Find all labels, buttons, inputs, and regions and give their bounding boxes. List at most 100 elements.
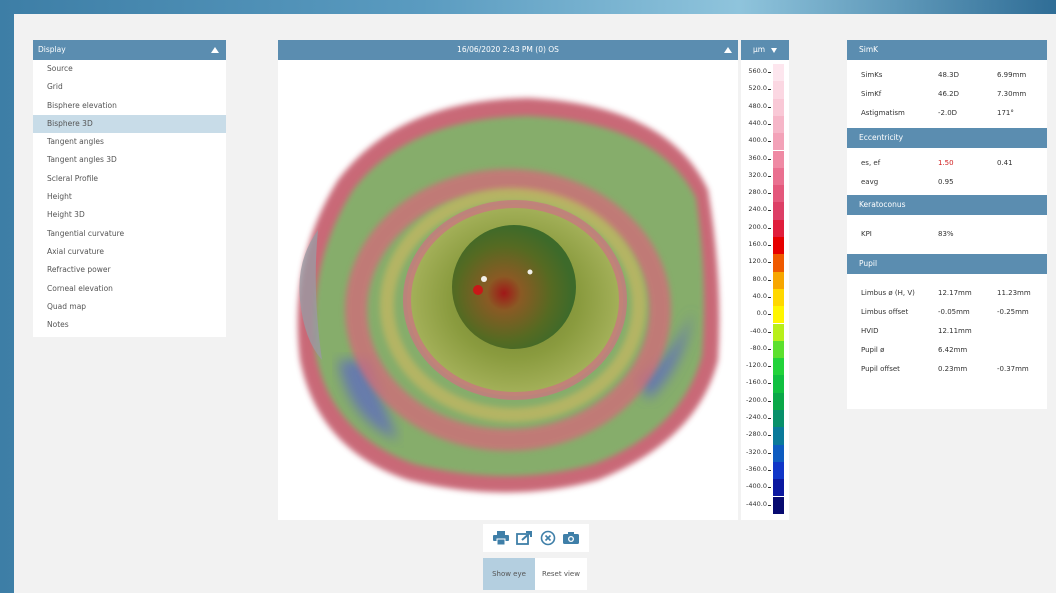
scale-tick-label: 280.0 bbox=[748, 188, 767, 197]
scale-tick-label: 560.0 bbox=[748, 67, 767, 75]
scale-row: 360.0 bbox=[741, 150, 789, 168]
scale-tick-mark bbox=[768, 504, 771, 506]
display-menu-item[interactable]: Bisphere 3D bbox=[33, 114, 226, 134]
chevron-down-icon[interactable] bbox=[771, 48, 777, 53]
app-window: Display Source Grid Bisphere elevation Bisp… bbox=[14, 14, 1056, 593]
keratoconus-row: KPI 83% bbox=[847, 225, 1047, 244]
display-menu-item[interactable]: Notes bbox=[47, 320, 69, 330]
pupil-table: Limbus ø (H, V) 12.17mm 11.23mm Limbus offs… bbox=[847, 274, 1047, 379]
keratoconus-header: Keratoconus bbox=[847, 195, 1047, 215]
blue-zone-right bbox=[638, 310, 693, 400]
display-menu-item[interactable]: Tangent angles bbox=[47, 137, 104, 147]
scale-tick-mark bbox=[768, 123, 771, 125]
display-panel-header[interactable]: Display bbox=[33, 40, 226, 60]
scale-tick-mark bbox=[768, 348, 771, 350]
display-menu-item[interactable]: Axial curvature bbox=[47, 246, 104, 256]
display-menu-item[interactable]: Scleral Profile bbox=[47, 173, 99, 183]
scale-tick-mark bbox=[768, 72, 771, 73]
scale-tick-mark bbox=[768, 366, 771, 368]
scale-row: 120.0 bbox=[741, 254, 789, 272]
scale-row: -200.0 bbox=[741, 392, 789, 410]
scale-color-swatch bbox=[773, 64, 784, 82]
limbus-yellow-ring bbox=[380, 188, 646, 422]
close-circle-icon[interactable] bbox=[539, 529, 557, 547]
camera-icon[interactable] bbox=[562, 529, 580, 547]
pupil-label: HVID bbox=[861, 327, 879, 335]
scale-row: 440.0 bbox=[741, 115, 789, 134]
scale-color-swatch bbox=[773, 202, 784, 220]
scale-row: 80.0 bbox=[741, 271, 789, 289]
scale-header[interactable]: µm bbox=[741, 40, 789, 60]
scale-row: 160.0 bbox=[741, 237, 789, 255]
show-eye-button[interactable]: Show eye bbox=[483, 558, 535, 590]
display-menu-item[interactable]: Source bbox=[47, 64, 73, 73]
printer-icon[interactable] bbox=[492, 529, 510, 547]
reset-view-button[interactable]: Reset view bbox=[535, 558, 587, 590]
pupil-value: -0.25mm bbox=[997, 308, 1029, 316]
simk-label: SimKs bbox=[861, 71, 883, 79]
scale-tick-label: 520.0 bbox=[748, 84, 767, 93]
collapse-up-icon[interactable] bbox=[724, 47, 732, 53]
scale-color-swatch bbox=[773, 219, 784, 237]
scale-tick-label: -440.0 bbox=[746, 499, 767, 508]
simk-header: SimK bbox=[847, 40, 1047, 60]
simk-value: 7.30mm bbox=[997, 90, 1027, 98]
scale-color-swatch bbox=[773, 461, 784, 480]
eccentricity-value: 0.41 bbox=[997, 159, 1013, 167]
limbus-red-ring bbox=[345, 169, 671, 451]
eccentricity-value: 1.50 bbox=[938, 159, 954, 167]
scale-row: 480.0 bbox=[741, 98, 789, 116]
scale-tick-mark bbox=[768, 227, 771, 229]
scale-tick-mark bbox=[768, 106, 771, 108]
scale-tick-label: 0.0 bbox=[756, 309, 767, 318]
pupil-row: Pupil ø 6.42mm bbox=[847, 341, 1047, 360]
view-buttons: Show eye Reset view bbox=[483, 558, 587, 590]
scale-tick-mark bbox=[768, 158, 771, 160]
pupil-value: 11.23mm bbox=[997, 289, 1031, 297]
scale-tick-mark bbox=[768, 141, 771, 143]
simk-value: 46.2D bbox=[938, 90, 959, 98]
simk-label: Astigmatism bbox=[861, 109, 905, 117]
scale-color-swatch bbox=[773, 115, 784, 134]
scale-row: 40.0 bbox=[741, 288, 789, 307]
display-menu-item[interactable]: Grid bbox=[47, 82, 63, 92]
display-menu-item[interactable]: Tangential curvature bbox=[47, 228, 125, 238]
display-menu-item[interactable]: Tangent angles 3D bbox=[47, 155, 117, 165]
keratoconus-label: KPI bbox=[861, 230, 872, 238]
scale-color-swatch bbox=[773, 375, 784, 393]
display-menu-item[interactable]: Bisphere elevation bbox=[47, 100, 117, 110]
scale-row: -120.0 bbox=[741, 358, 789, 376]
map-view-title: 16/06/2020 2:43 PM (0) OS bbox=[457, 45, 559, 54]
scale-color-swatch bbox=[773, 427, 784, 445]
scale-tick-label: 440.0 bbox=[748, 118, 767, 127]
bisphere-3d-map[interactable] bbox=[278, 60, 738, 520]
elevation-map[interactable] bbox=[278, 60, 738, 520]
eccentricity-header: Eccentricity bbox=[847, 128, 1047, 148]
scale-row: -40.0 bbox=[741, 323, 789, 341]
simk-value: 171° bbox=[997, 109, 1014, 117]
scale-color-swatch bbox=[773, 392, 784, 410]
display-menu-item[interactable]: Corneal elevation bbox=[47, 283, 113, 293]
display-menu-item[interactable]: Refractive power bbox=[47, 265, 111, 275]
scale-row: 320.0 bbox=[741, 167, 789, 186]
scale-color-swatch bbox=[773, 358, 784, 376]
export-icon[interactable] bbox=[515, 529, 533, 547]
pupil-value: 0.23mm bbox=[938, 365, 968, 373]
gray-edge-left bbox=[299, 230, 322, 360]
simk-value: 6.99mm bbox=[997, 71, 1027, 79]
scale-color-swatch bbox=[773, 254, 784, 272]
eccentricity-row: eavg 0.95 bbox=[847, 173, 1047, 192]
display-menu-item[interactable]: Height 3D bbox=[47, 210, 85, 220]
display-menu-item[interactable]: Quad map bbox=[47, 301, 87, 311]
pupil-label: Limbus offset bbox=[861, 308, 909, 316]
pupil-value: 12.11mm bbox=[938, 327, 972, 335]
display-menu-item[interactable]: Height bbox=[47, 192, 72, 202]
eccentricity-label: eavg bbox=[861, 178, 879, 186]
collapse-up-icon[interactable] bbox=[211, 47, 219, 53]
scale-row: -280.0 bbox=[741, 427, 789, 445]
metrics-panel: SimK SimKs 48.3D 6.99mm SimKf 46.2D 7.30mm Ast… bbox=[847, 40, 1047, 409]
pupil-row: Limbus ø (H, V) 12.17mm 11.23mm bbox=[847, 284, 1047, 303]
scale-row: -440.0 bbox=[741, 496, 789, 514]
pupil-label: Pupil ø bbox=[861, 346, 885, 354]
scale-tick-mark bbox=[768, 331, 771, 333]
